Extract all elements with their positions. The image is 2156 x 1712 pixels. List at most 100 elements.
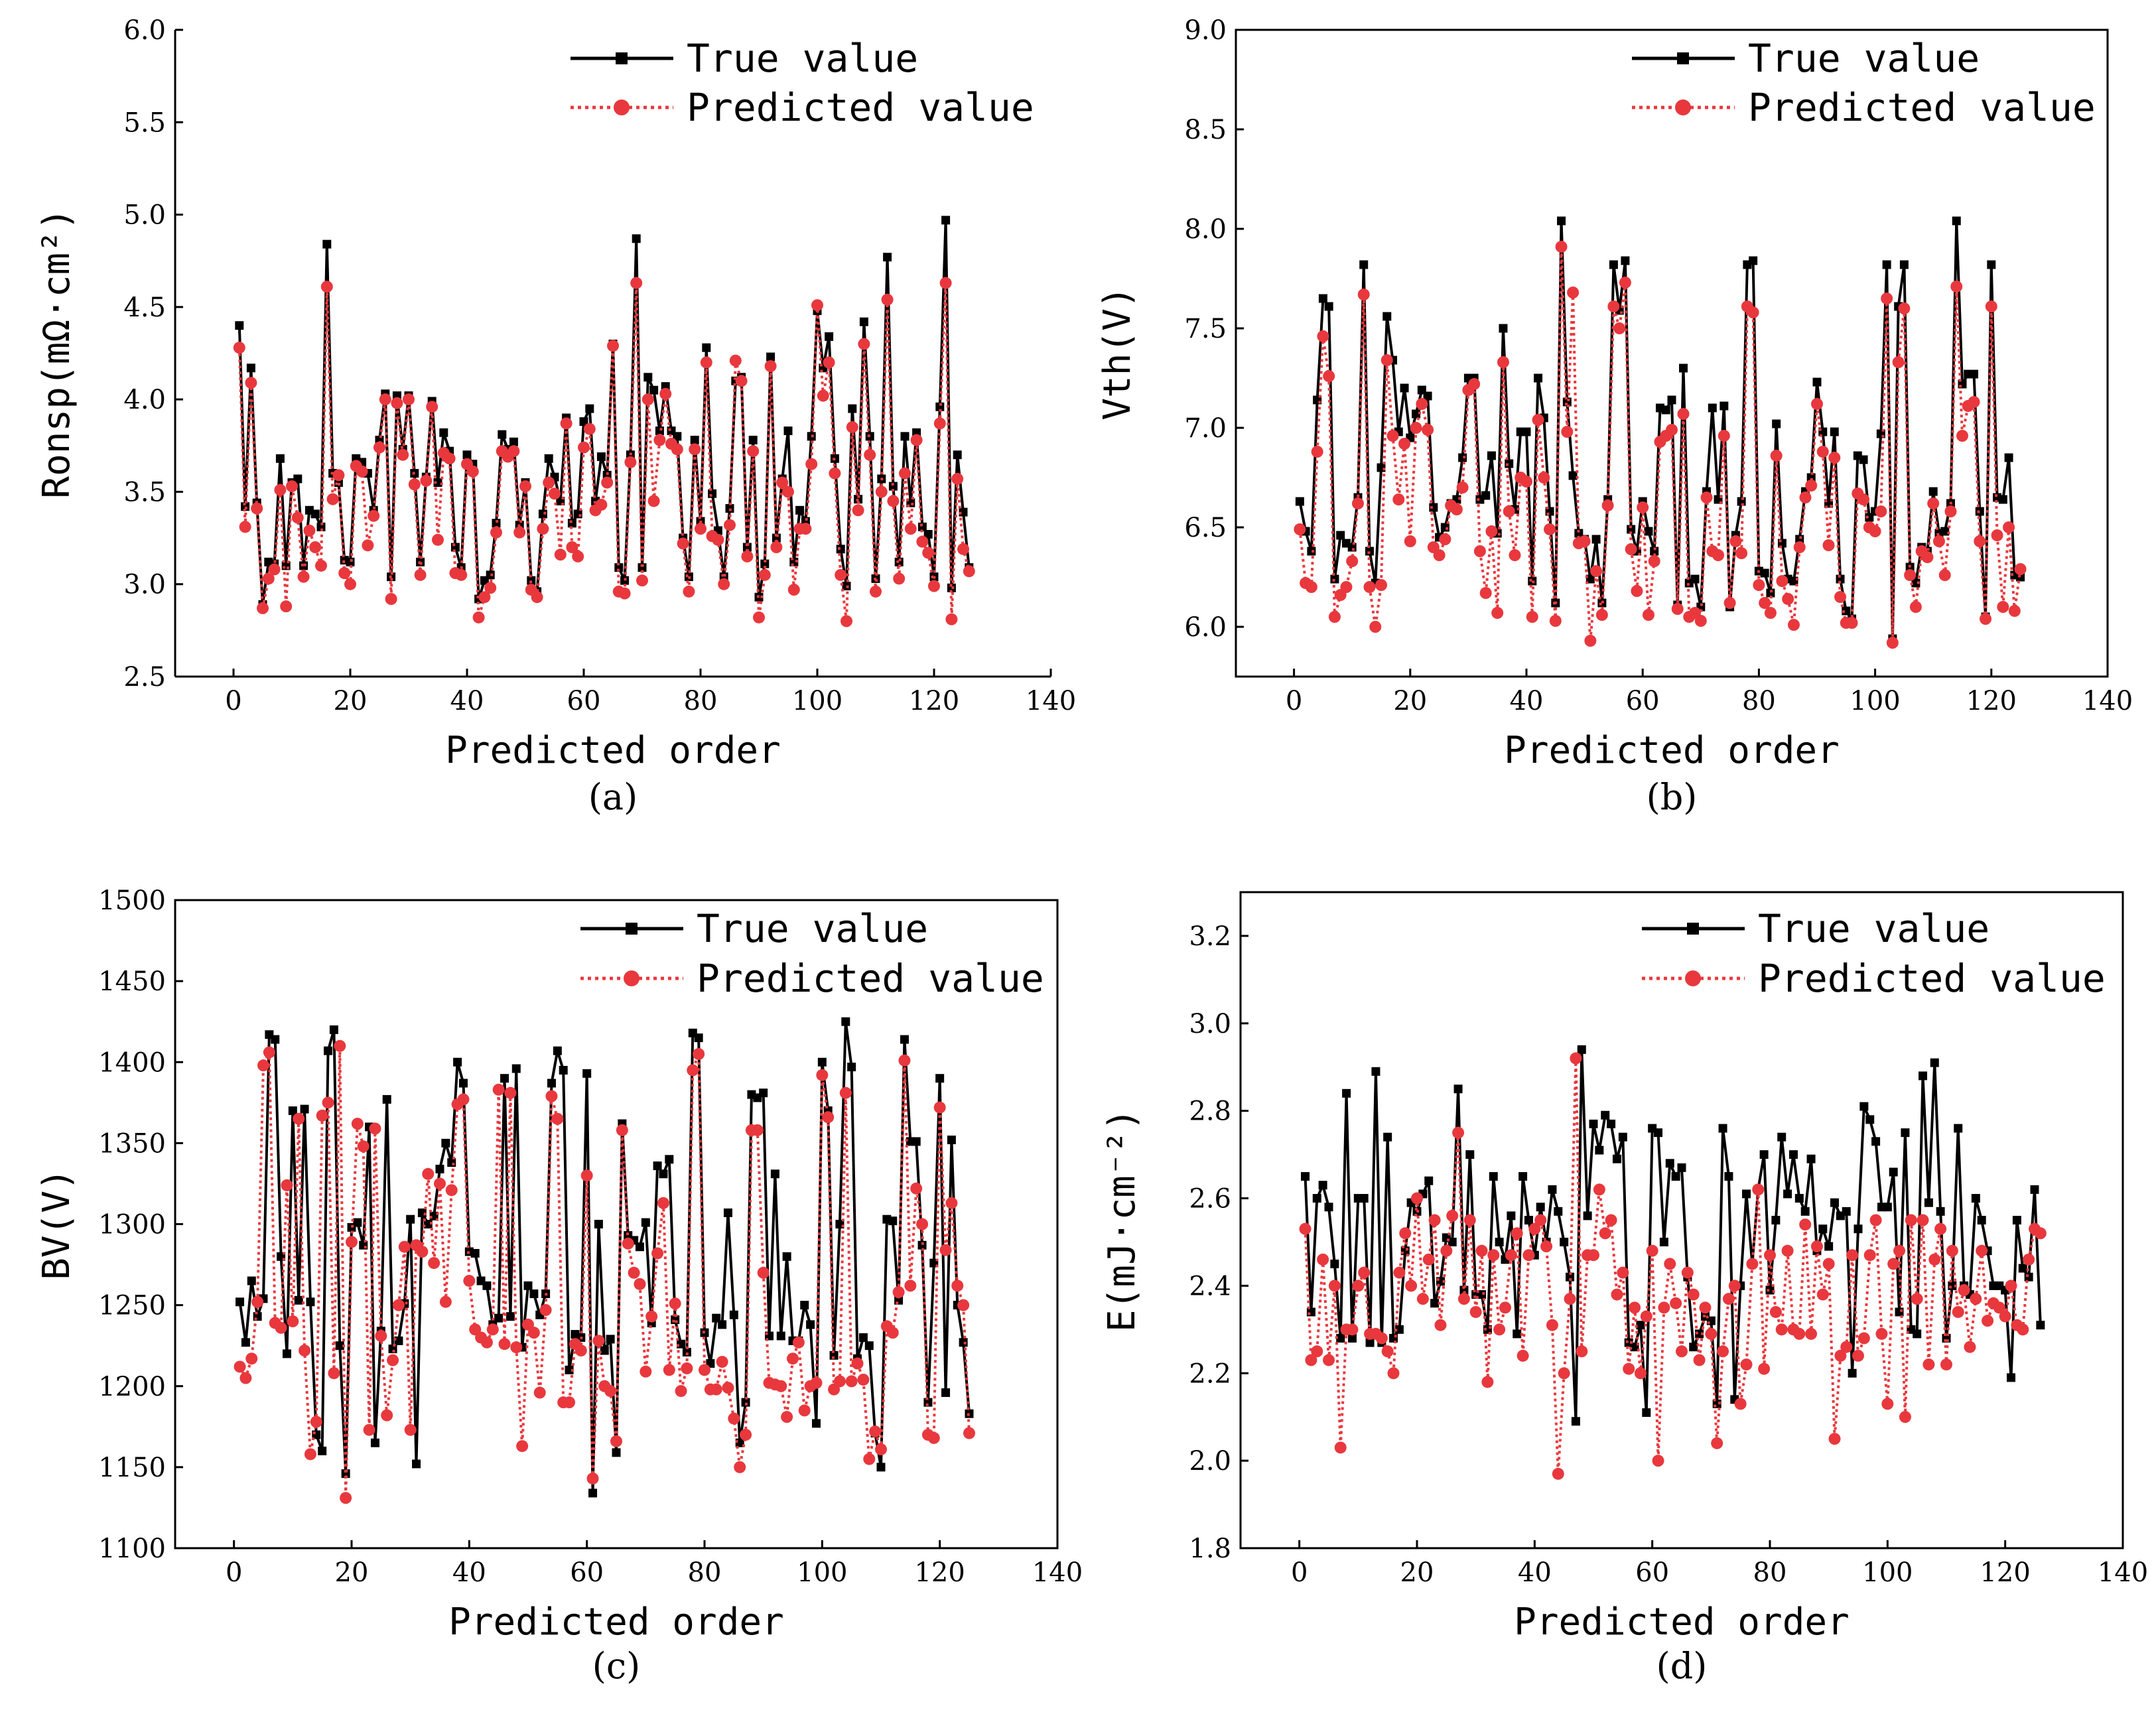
true-value-point [1383,1132,1392,1142]
predicted-value-point [657,1197,669,1209]
predicted-value-point [1646,1244,1658,1257]
predicted-value-point [722,1382,734,1394]
predicted-value-point [928,580,940,592]
predicted-value-point [1305,581,1317,593]
predicted-value-point [326,493,339,505]
predicted-value-point [1822,1258,1835,1270]
true-value-point [1412,409,1421,419]
true-value-point [498,430,507,439]
predicted-value-point [239,521,251,533]
predicted-value-point [507,445,520,458]
predicted-value-point [787,584,800,596]
predicted-value-point [368,509,380,522]
predicted-value-point [939,1244,952,1256]
predicted-value-point [1718,430,1730,442]
predicted-value-point [951,1280,964,1292]
predicted-value-point [291,511,304,524]
predicted-value-point [513,526,526,539]
predicted-value-point [858,338,870,350]
predicted-value-point [671,443,683,456]
true-value-point [1365,547,1374,556]
predicted-value-point [1968,396,1980,408]
predicted-value-point [1810,1240,1823,1253]
x-tick-label: 120 [909,686,959,716]
true-value-point [1690,574,1700,584]
predicted-value-point [1561,426,1574,438]
predicted-value-point [539,1303,552,1316]
true-value-point [458,1079,468,1088]
predicted-value-point [729,354,742,367]
true-value-point [1901,1128,1910,1138]
true-value-point [1940,527,1950,536]
true-value-point [482,1281,492,1290]
predicted-value-point [2023,1253,2035,1266]
predicted-value-point [1351,497,1364,509]
true-value-point [544,454,553,463]
predicted-value-point [1875,1327,1888,1340]
true-value-point [725,504,734,513]
predicted-value-point [1450,503,1463,515]
predicted-value-point [1369,621,1382,633]
legend-true-marker [616,52,628,64]
predicted-value-point [728,1412,740,1425]
true-value-point [876,1463,886,1472]
predicted-value-point [281,1179,293,1191]
predicted-value-point [1921,551,1934,563]
predicted-value-point [616,1124,628,1136]
predicted-value-point [1982,1315,1994,1327]
predicted-value-point [1764,607,1777,619]
x-axis-title: Predicted order [445,729,781,772]
predicted-value-point [845,1375,858,1388]
predicted-value-point [1381,354,1393,366]
predicted-value-point [344,578,356,590]
predicted-value-point [268,563,281,576]
true-value-point [1788,1150,1798,1159]
true-value-point [702,343,711,352]
predicted-value-point [527,1327,540,1339]
predicted-value-point [1759,597,1771,609]
panel-c: 0 20 40 60 80 100 120 140 1100 1150 1200 1250 1300 13… [35,886,1083,1687]
predicted-value-point [1904,569,1917,581]
predicted-value-point [239,1372,252,1384]
predicted-value-point [1440,1244,1453,1257]
predicted-value-point [776,476,789,489]
true-value-point [1507,1211,1516,1220]
predicted-value-point [875,486,888,498]
true-value-point [1644,527,1653,536]
true-value-point [1895,1307,1904,1317]
true-value-point [1577,1045,1586,1054]
legend-predicted-marker [624,970,640,986]
legend-predicted-marker [1675,99,1691,115]
predicted-value-point [583,423,596,435]
true-value-point [382,1094,391,1104]
predicted-value-point [1723,597,1736,609]
predicted-value-point [669,1297,681,1310]
predicted-value-point [1881,1398,1894,1410]
predicted-value-point [1886,637,1899,649]
predicted-value-point [280,600,293,613]
true-value-point [1882,260,1891,269]
x-tick-label: 40 [452,1557,486,1588]
predicted-value-point [566,541,578,553]
predicted-value-point [1637,501,1649,513]
true-value-point [1518,1172,1528,1181]
true-value-point [638,563,647,572]
true-value-point [500,1074,509,1083]
predicted-value-point [1666,424,1678,436]
predicted-value-point [1734,1398,1747,1410]
predicted-value-point [1787,619,1800,631]
predicted-value-point [839,1086,852,1099]
predicted-value-point [1769,1305,1782,1318]
predicted-value-point [816,1069,829,1081]
y-tick-label: 1250 [98,1291,166,1321]
predicted-value-point [1946,1244,1958,1257]
predicted-value-point [1392,494,1405,505]
predicted-value-point [1857,1332,1870,1345]
true-value-point [509,437,518,446]
predicted-value-point [1387,1367,1400,1380]
x-tick-label: 60 [1626,686,1660,716]
predicted-value-point [1940,1358,1952,1371]
predicted-value-point [545,1090,558,1102]
true-value-point [1689,1343,1698,1352]
true-value-point [235,321,244,330]
